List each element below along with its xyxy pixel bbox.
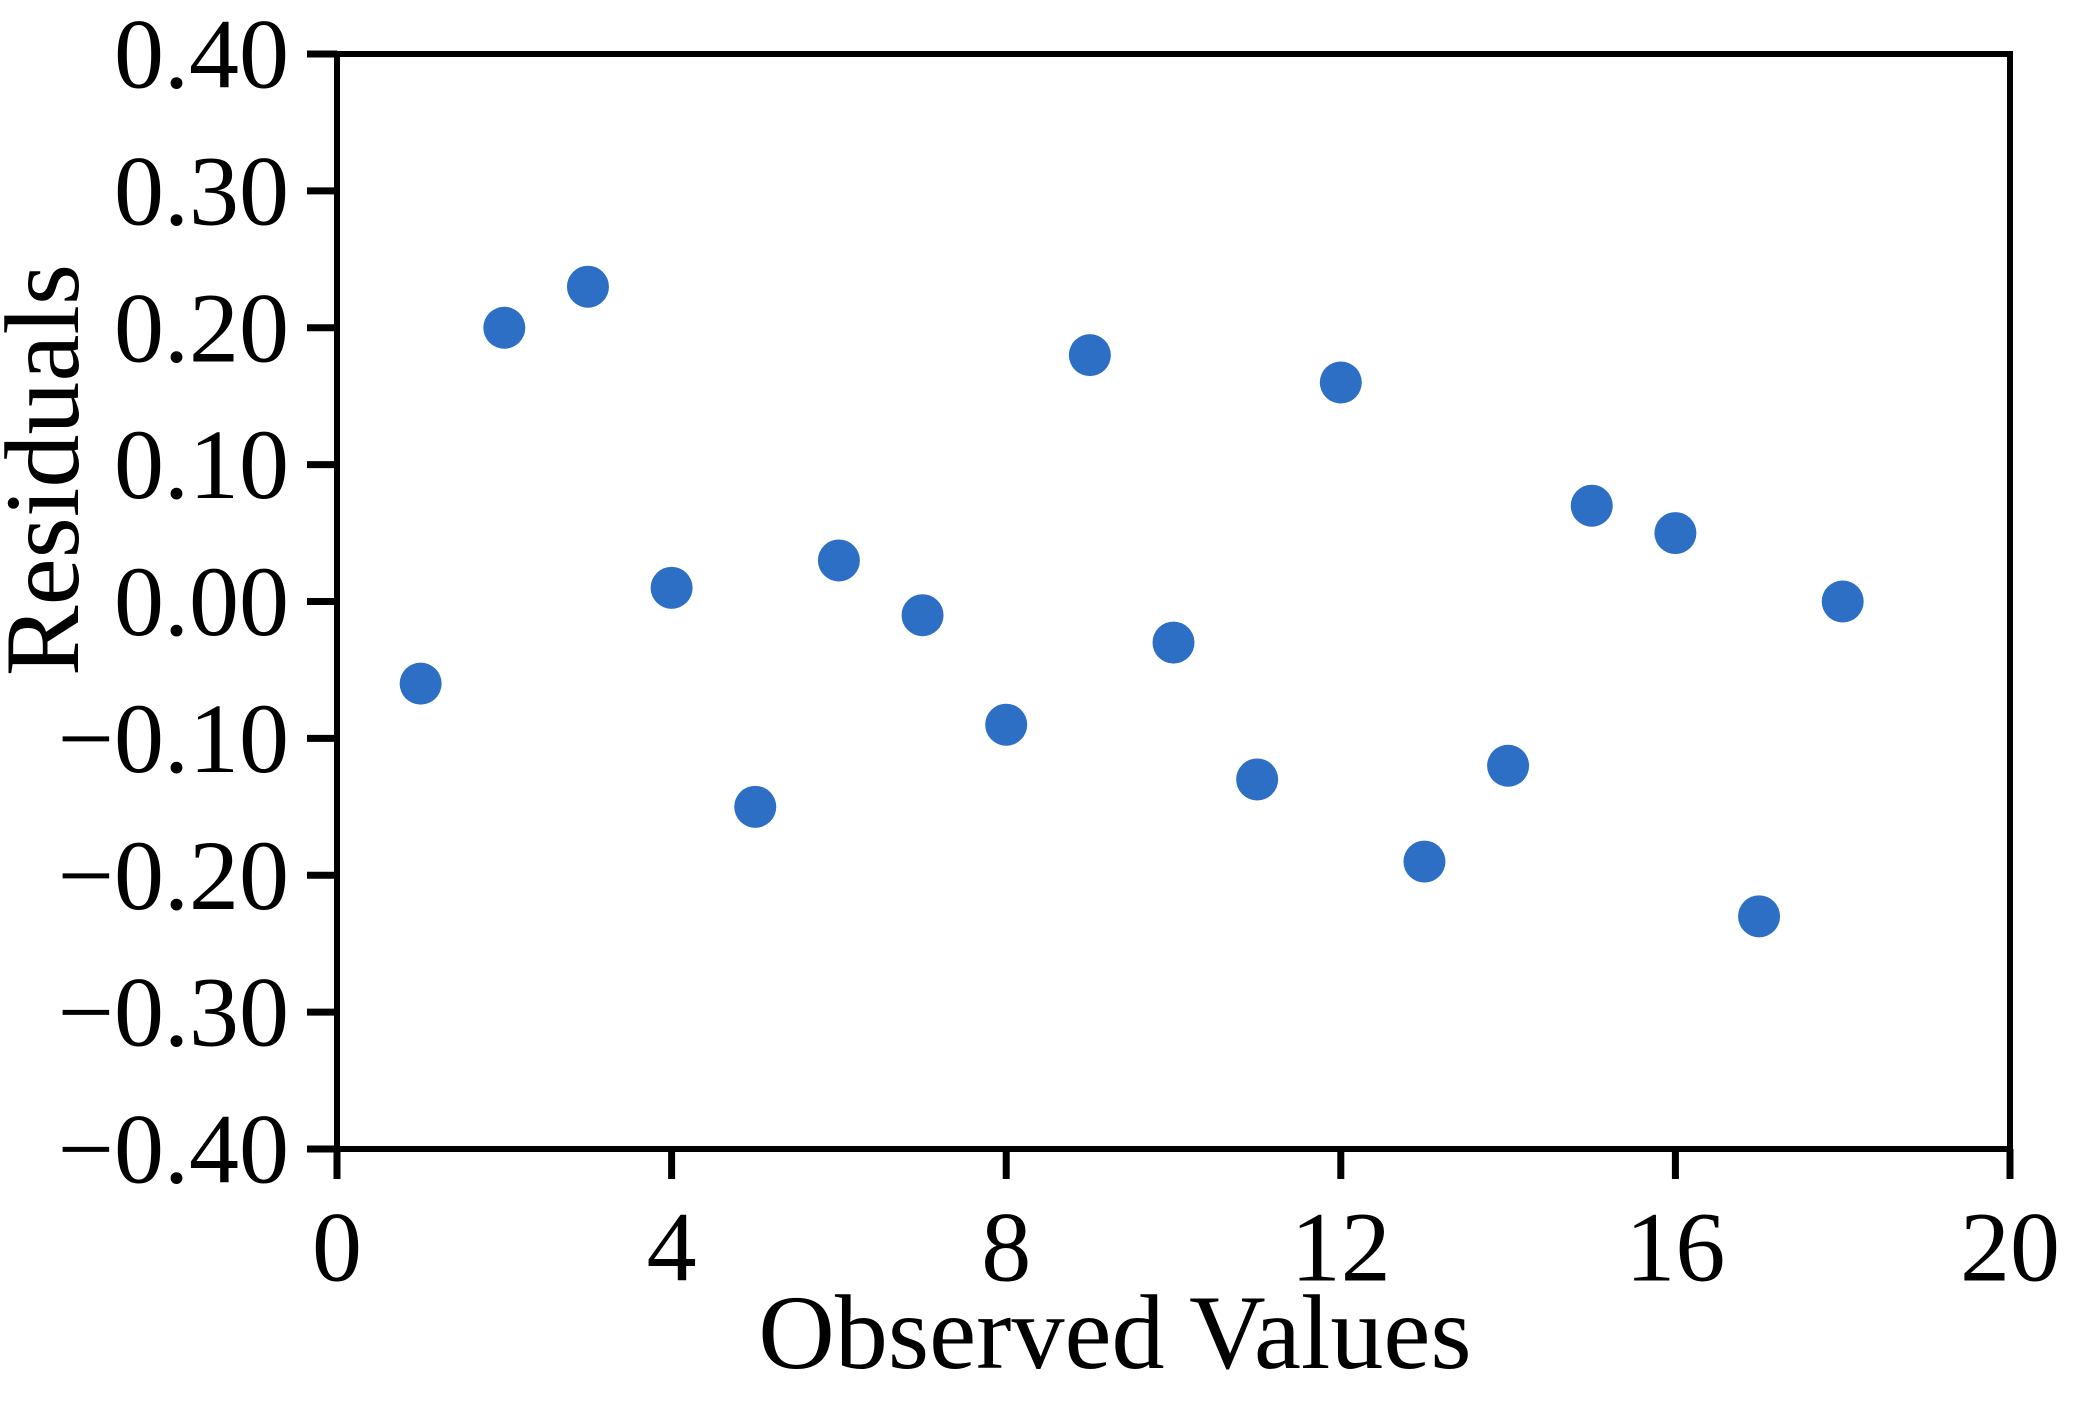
y-tick-label: −0.20 bbox=[58, 820, 289, 931]
data-point bbox=[817, 539, 860, 582]
data-point bbox=[901, 594, 944, 637]
x-tick-label: 12 bbox=[1291, 1192, 1391, 1303]
data-point bbox=[985, 703, 1028, 746]
y-tick-label: 0.10 bbox=[114, 409, 289, 520]
x-axis-tick-labels: 0 4 8 12 16 20 bbox=[312, 1192, 2060, 1303]
x-tick-label: 8 bbox=[981, 1192, 1031, 1303]
data-point bbox=[566, 265, 609, 308]
y-tick-label: 0.30 bbox=[114, 135, 289, 246]
x-tick-label: 0 bbox=[312, 1192, 362, 1303]
data-point bbox=[1821, 580, 1864, 623]
y-tick-label: −0.40 bbox=[58, 1094, 289, 1205]
data-point bbox=[1487, 744, 1530, 787]
y-tick-label: 0.20 bbox=[114, 272, 289, 383]
data-point bbox=[1152, 621, 1195, 664]
data-point bbox=[650, 566, 693, 609]
data-point bbox=[1319, 361, 1362, 404]
data-point bbox=[1738, 895, 1781, 938]
data-point bbox=[734, 785, 777, 828]
x-tick-label: 16 bbox=[1625, 1192, 1725, 1303]
plot-border bbox=[334, 51, 2013, 1152]
y-tick-label: 0.00 bbox=[114, 546, 289, 657]
x-tick-label: 20 bbox=[1960, 1192, 2060, 1303]
y-tick-label: 0.40 bbox=[114, 0, 289, 110]
y-axis-title: Residuals bbox=[0, 264, 101, 676]
x-axis-title: Observed Values bbox=[758, 1274, 1471, 1391]
data-point bbox=[399, 662, 442, 705]
data-point bbox=[1654, 512, 1697, 555]
data-point bbox=[1236, 758, 1279, 801]
data-point bbox=[483, 306, 526, 349]
data-point bbox=[1403, 840, 1446, 883]
y-axis-ticks bbox=[307, 50, 337, 1153]
data-points bbox=[399, 265, 1864, 938]
x-axis-ticks bbox=[333, 1149, 2014, 1179]
y-tick-label: −0.30 bbox=[58, 957, 289, 1068]
x-tick-label: 4 bbox=[647, 1192, 697, 1303]
y-axis-tick-labels: 0.40 0.30 0.20 0.10 0.00 −0.10 −0.20 −0.30 −0.40 bbox=[58, 0, 289, 1205]
data-point bbox=[1068, 334, 1111, 377]
data-point bbox=[1570, 484, 1613, 527]
y-tick-label: −0.10 bbox=[58, 683, 289, 794]
